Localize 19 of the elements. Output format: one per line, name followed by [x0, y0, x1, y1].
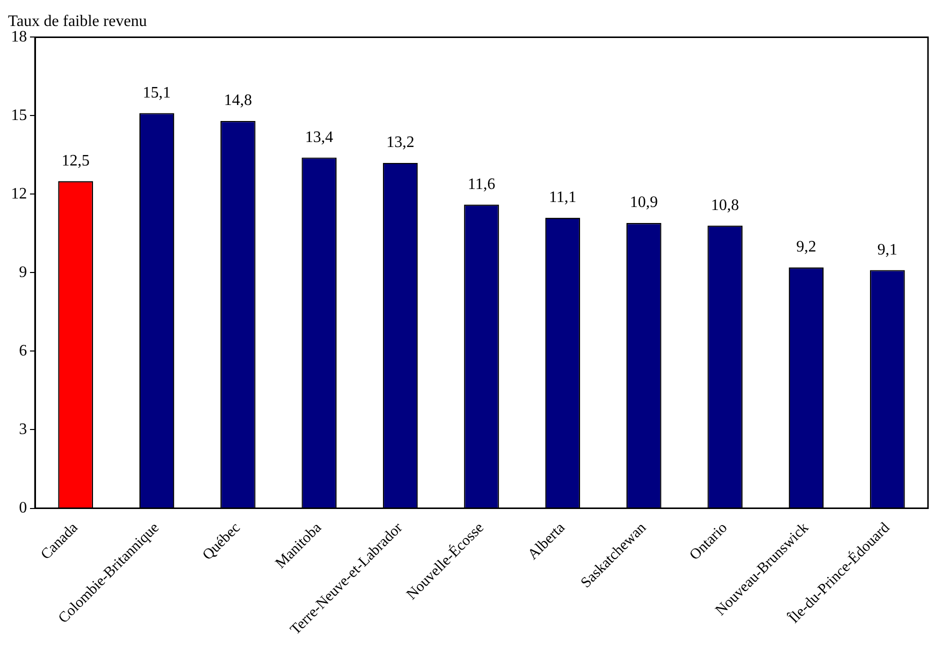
data-label: 9,1	[877, 241, 898, 258]
y-tick-label: 6	[19, 342, 27, 360]
y-tick-label: 0	[19, 499, 27, 516]
data-label: 11,1	[548, 188, 576, 206]
data-label: 11,6	[468, 176, 496, 193]
y-tick-label: 9	[19, 264, 27, 281]
y-tick-label: 12	[11, 185, 27, 202]
data-label: 12,5	[62, 152, 90, 170]
data-label: 15,1	[142, 84, 171, 102]
data-label: 9,2	[796, 238, 816, 256]
data-label: 10,9	[630, 194, 658, 212]
y-tick-label: 3	[19, 420, 27, 438]
data-label: 13,2	[386, 134, 414, 152]
y-tick-label: 15	[11, 106, 27, 124]
y-tick-label: 18	[11, 28, 27, 46]
y-axis-title: Taux de faible revenu	[8, 12, 147, 30]
data-label: 13,4	[305, 128, 334, 146]
data-label: 14,8	[224, 92, 252, 110]
data-label: 10,8	[711, 196, 740, 214]
